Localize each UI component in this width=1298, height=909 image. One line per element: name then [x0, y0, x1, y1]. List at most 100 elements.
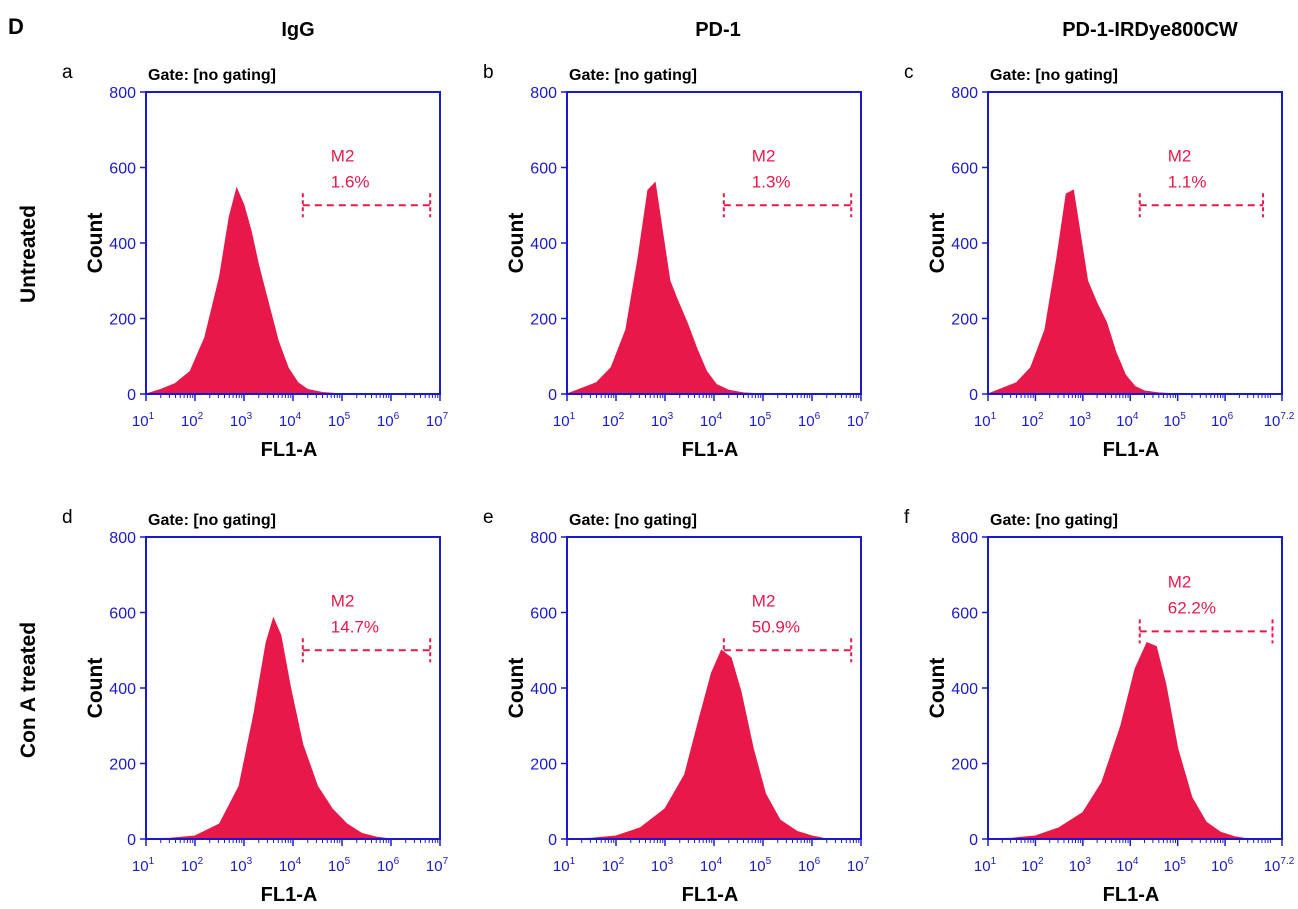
x-tick-label: 104 — [279, 856, 302, 875]
gate-label: Gate: [no gating] — [569, 512, 697, 529]
x-tick-label: 107.2 — [1264, 856, 1295, 875]
m2-marker-name: M2 — [752, 146, 776, 165]
gate-label: Gate: [no gating] — [148, 512, 276, 529]
histogram-area — [987, 642, 1249, 840]
y-tick-label: 200 — [951, 757, 978, 774]
x-tick-label: 102 — [1021, 856, 1044, 875]
panel-b: b Gate: [no gating] 0 200 400 600 800 101 102 103… — [483, 62, 870, 461]
x-tick-label: 107.2 — [1264, 411, 1295, 430]
panel-a: a Gate: [no gating] 0 200 400 600 800 101 102 103… — [62, 62, 449, 461]
y-tick-label: 600 — [951, 606, 978, 623]
y-tick-label: 600 — [530, 606, 557, 623]
y-tick-label: 200 — [530, 757, 557, 774]
x-tick-label: 107 — [847, 856, 870, 875]
plot-frame — [566, 91, 862, 395]
x-tick-label: 102 — [1021, 411, 1044, 430]
histogram-area — [987, 189, 1178, 395]
m2-marker-percent: 14.7% — [331, 617, 379, 636]
column-title-igg: IgG — [281, 19, 314, 41]
y-axis-label: Count — [84, 213, 107, 274]
y-tick-label: 800 — [951, 85, 978, 102]
m2-marker-percent: 1.3% — [752, 172, 791, 191]
panel-f: f Gate: [no gating] 0 200 400 600 800 101 102 103… — [904, 507, 1295, 906]
panel-letter: b — [483, 62, 494, 83]
y-tick-label: 800 — [109, 530, 136, 547]
y-tick-label: 0 — [127, 387, 136, 404]
x-tick-label: 107 — [426, 411, 449, 430]
x-axis-label: FL1-A — [261, 439, 318, 461]
x-axis-label: FL1-A — [682, 884, 739, 906]
x-tick-label: 101 — [553, 856, 576, 875]
panel-letter: c — [904, 62, 914, 83]
x-tick-label: 101 — [974, 856, 997, 875]
y-tick-label: 600 — [109, 606, 136, 623]
x-tick-label: 103 — [651, 411, 674, 430]
x-tick-label: 104 — [1116, 856, 1139, 875]
figure-letter: D — [8, 14, 24, 39]
x-tick-label: 106 — [377, 856, 400, 875]
x-tick-label: 106 — [1211, 856, 1234, 875]
plot-frame — [987, 91, 1283, 395]
x-tick-label: 105 — [328, 856, 351, 875]
histogram-area — [145, 186, 343, 395]
y-axis-label: Count — [926, 213, 949, 274]
x-tick-label: 106 — [798, 856, 821, 875]
x-axis-label: FL1-A — [261, 884, 318, 906]
y-tick-label: 400 — [530, 681, 557, 698]
x-tick-label: 101 — [974, 411, 997, 430]
panel-letter: d — [62, 507, 73, 528]
column-title-pd1-irdye: PD-1-IRDye800CW — [1062, 19, 1238, 41]
y-tick-label: 200 — [951, 312, 978, 329]
x-tick-label: 104 — [700, 856, 723, 875]
x-tick-label: 105 — [749, 856, 772, 875]
x-tick-label: 101 — [553, 411, 576, 430]
m2-marker-name: M2 — [331, 591, 355, 610]
m2-marker-percent: 62.2% — [1168, 598, 1216, 617]
panel-letter: e — [483, 507, 494, 528]
y-tick-label: 400 — [530, 236, 557, 253]
m2-marker-name: M2 — [1168, 146, 1192, 165]
x-tick-label: 103 — [1069, 411, 1092, 430]
x-tick-label: 104 — [279, 411, 302, 430]
m2-marker-percent: 1.1% — [1168, 172, 1207, 191]
x-tick-label: 102 — [181, 411, 204, 430]
y-axis-label: Count — [505, 213, 528, 274]
y-axis-label: Count — [505, 658, 528, 719]
x-tick-label: 102 — [602, 856, 625, 875]
row-title-con-a: Con A treated — [17, 622, 40, 758]
x-axis-label: FL1-A — [1103, 439, 1160, 461]
x-tick-label: 103 — [230, 411, 253, 430]
x-tick-label: 107 — [847, 411, 870, 430]
x-tick-label: 101 — [132, 411, 155, 430]
gate-label: Gate: [no gating] — [990, 512, 1118, 529]
y-tick-label: 200 — [109, 312, 136, 329]
m2-marker-percent: 50.9% — [752, 617, 800, 636]
y-tick-label: 0 — [127, 832, 136, 849]
y-tick-label: 0 — [969, 832, 978, 849]
panel-e: e Gate: [no gating] 0 200 400 600 800 101 102 103… — [483, 507, 870, 906]
y-tick-label: 800 — [530, 530, 557, 547]
y-tick-label: 0 — [548, 832, 557, 849]
x-tick-label: 105 — [749, 411, 772, 430]
x-tick-label: 103 — [230, 856, 253, 875]
histogram-panels: a Gate: [no gating] 0 200 400 600 800 101 102 103… — [62, 62, 1295, 906]
y-tick-label: 800 — [951, 530, 978, 547]
gate-label: Gate: [no gating] — [990, 67, 1118, 84]
x-tick-label: 105 — [328, 411, 351, 430]
x-tick-label: 102 — [602, 411, 625, 430]
y-axis-label: Count — [926, 658, 949, 719]
x-tick-label: 106 — [1211, 411, 1234, 430]
y-tick-label: 400 — [109, 681, 136, 698]
m2-marker-percent: 1.6% — [331, 172, 370, 191]
m2-marker-name: M2 — [752, 591, 776, 610]
y-tick-label: 200 — [530, 312, 557, 329]
x-tick-label: 105 — [1164, 856, 1187, 875]
column-title-pd1: PD-1 — [695, 19, 741, 41]
x-tick-label: 103 — [651, 856, 674, 875]
x-tick-label: 103 — [1069, 856, 1092, 875]
y-tick-label: 0 — [969, 387, 978, 404]
y-tick-label: 600 — [951, 161, 978, 178]
y-tick-label: 800 — [530, 85, 557, 102]
gate-label: Gate: [no gating] — [148, 67, 276, 84]
y-tick-label: 400 — [951, 236, 978, 253]
